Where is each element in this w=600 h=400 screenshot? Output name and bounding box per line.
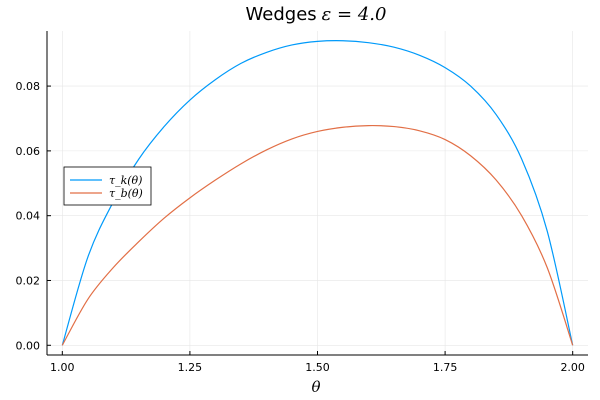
legend-label-series-1: τ_b(θ) [109,187,143,200]
x-tick-label: 1.25 [178,361,203,374]
x-axis-label: θ [311,378,320,396]
series-line-0 [61,40,574,346]
legend: τ_k(θ) τ_b(θ) [63,166,152,206]
y-tick-label: 0.08 [16,80,41,93]
chart-title: Wedges ε = 4.0 [246,4,387,25]
series-layer [61,40,574,346]
legend-label-series-0: τ_k(θ) [109,174,142,187]
x-tick-label: 1.75 [433,361,458,374]
legend-box [63,166,152,206]
y-tick-label: 0.04 [16,210,41,223]
y-tick-label: 0.02 [16,274,41,287]
y-tick-label: 0.06 [16,145,41,158]
grid [47,31,588,355]
x-tick-label: 2.00 [560,361,585,374]
x-tick-label: 1.50 [305,361,330,374]
y-ticks: 0.00 0.02 0.04 0.06 0.08 [16,80,51,352]
chart-title-math: ε = 4.0 [322,4,387,25]
chart-title-prefix: Wedges [246,4,317,25]
x-ticks: 1.00 1.25 1.50 1.75 2.00 [50,351,585,374]
series-line-1 [61,124,574,346]
y-tick-label: 0.00 [16,339,41,352]
x-tick-label: 1.00 [50,361,75,374]
